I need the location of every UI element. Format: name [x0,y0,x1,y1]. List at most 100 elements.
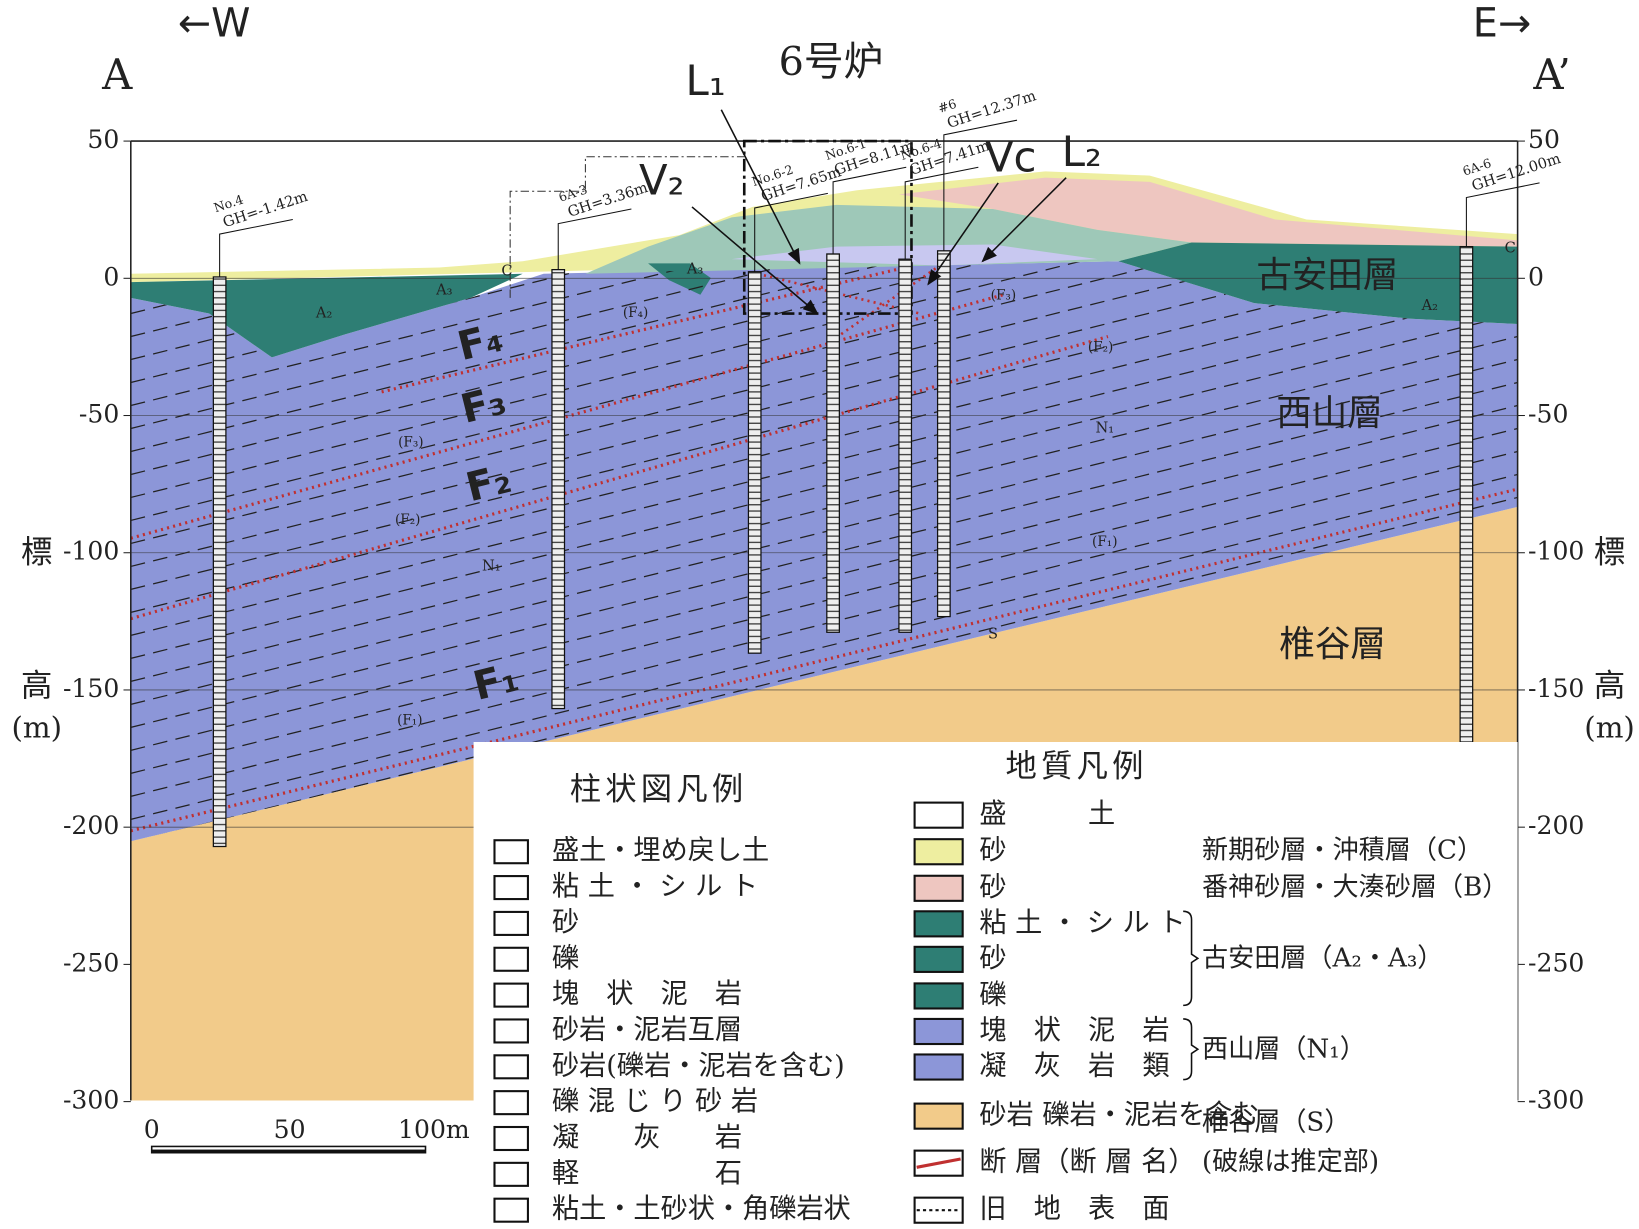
y-tick-label: -250 [63,948,119,977]
group-brace [1183,1018,1200,1081]
bedding-line [130,358,1518,705]
bedding-line [130,473,1518,820]
borehole-leader [904,166,979,260]
geology-legend-title: 地質凡例 [1006,749,1148,785]
y-tick-label-right: -250 [1528,948,1584,977]
feature-arrow [927,182,999,286]
bedding-line [130,450,1518,797]
column-legend-item: 粘 土 ・ シ ル ト [552,871,758,902]
feature-arrow [981,177,1067,263]
y-tick-label-right: -200 [1528,811,1584,840]
axis-unit: (m) [11,710,62,744]
column-swatch [493,1054,529,1080]
borehole-leader [1465,182,1540,247]
fault-tag: (F₃) [991,287,1016,303]
unit-label: S [988,625,998,642]
borehole [212,276,227,848]
y-tick-label: -50 [79,400,119,429]
geology-legend-item: 凝 灰 岩 類 [979,1051,1169,1082]
geology-group: 古安田層（A₂・A₃） [1202,943,1443,973]
pink-sand-layer [898,177,1518,247]
bedding-line [130,312,1518,660]
fault-tag: (F₄) [623,305,648,321]
unit-label: C [501,263,512,280]
column-legend-item: 礫 混 じ り 砂 岩 [552,1086,758,1117]
formation-label: 西山層 [1276,393,1383,434]
geology-group: 番神砂層・大湊砂層（B） [1202,872,1508,902]
bedding-line [130,261,1518,568]
reactor-outline [742,139,913,315]
column-legend-item: 軽 石 [552,1158,742,1189]
fault-tag: (F₁) [1092,534,1117,550]
fault-label: F₃ [456,377,510,432]
borehole-leader [943,119,1018,251]
unit-label: N₁ [1095,419,1114,436]
geology-swatch [913,1102,964,1130]
unit-label: A₂ [1421,297,1438,314]
fault-label: F₁ [469,654,523,709]
column-legend-item: 砂岩・泥岩互層 [552,1014,742,1045]
y-tick-label-right: -300 [1528,1086,1584,1115]
y-tick-label: -200 [63,811,119,840]
axis-label-top: 標 [21,534,52,570]
geology-legend-item: 砂 [979,943,1006,974]
bedding-line [130,289,1518,637]
y-tick-label-right: 0 [1528,262,1544,291]
column-swatch [493,1090,529,1116]
geology-legend-item: 砂 [979,835,1006,866]
bedding-line [130,261,1518,476]
y-tick-label-right: -100 [1528,537,1584,566]
furuyasuda-layer-west [130,273,523,358]
formation-label: 椎谷層 [1279,624,1386,665]
column-legend-item: 塊 状 泥 岩 [552,979,742,1010]
scale-label: 100m [398,1115,470,1144]
bedding-line [130,266,1518,614]
fault-f4 [381,264,910,394]
fault-label: F₄ [453,315,507,370]
scale-label: 50 [274,1115,306,1144]
column-legend-item: 砂 [552,907,579,938]
bedding-line [130,261,1518,453]
axis-label-bottom-right: 高 [1594,668,1625,704]
column-legend-item: 盛土・埋め戻し土 [552,835,769,866]
geology-swatch [913,910,964,938]
feature-label: Vc [985,132,1037,181]
column-legend-title: 柱状図凡例 [570,772,748,808]
axis-unit-right: (m) [1584,710,1635,744]
borehole [826,253,840,633]
feature-label: L₁ [686,56,726,105]
geology-group: 西山層（N₁） [1202,1034,1366,1064]
unit-label: A₂ [315,305,332,322]
geology-swatch [913,1053,964,1081]
section-a-prime: A’ [1532,50,1570,99]
geology-swatch [913,874,964,902]
furuyasuda-layer-east [1118,242,1518,324]
bedding-line [130,261,1518,499]
bedding-line [130,261,1518,430]
feature-arrow [720,109,801,265]
borehole-leader [219,218,293,277]
fault-tag: (F₁) [397,713,422,729]
section-a: A [101,50,133,99]
grid: 50 50 0 0 -50 -50 -100 -100 -150 -150 -200 -200 -250… [63,125,1584,1115]
formation-label: 古安田層 [1256,255,1398,296]
fault-tag: (F₂) [395,512,420,528]
bedding-line [130,381,1518,728]
unit-label: A₃ [435,282,453,299]
building-outline [509,156,745,298]
feature-label: L₂ [1062,127,1102,176]
column-legend-item: 礫 [552,943,579,974]
lens-layer [731,244,1098,266]
fault-label: F₂ [461,456,515,511]
geology-group: 新期砂層・沖積層（C） [1202,836,1483,866]
y-tick-label: -300 [63,1086,119,1115]
a3-lens [648,263,711,295]
bedding-line [130,261,1518,407]
column-swatch [493,1125,529,1152]
geology-group: 椎谷層（S） [1202,1107,1350,1137]
column-swatch [493,910,529,936]
